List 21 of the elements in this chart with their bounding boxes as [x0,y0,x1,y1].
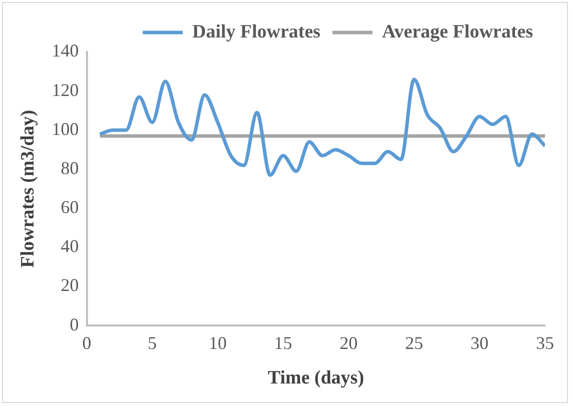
x-tick-label: 5 [148,333,157,354]
y-axis-title: Flowrates (m3/day) [17,110,38,268]
x-tick-label: 20 [340,333,358,354]
legend-label: Average Flowrates [382,21,534,42]
legend-label: Daily Flowrates [192,21,320,42]
y-tick-label: 60 [60,197,79,218]
x-tick-label: 0 [82,333,92,354]
y-tick-label: 140 [52,40,79,61]
line-series [98,78,545,177]
x-tick-label: 25 [405,333,424,354]
y-tick-label: 40 [60,236,79,256]
x-tick-label: 15 [274,333,292,354]
y-tick-label: 20 [60,275,79,296]
x-tick-label: 10 [208,333,227,354]
y-tick-label: 0 [70,314,79,334]
y-tick-label: 100 [52,118,79,139]
x-tick-label: 30 [470,333,489,354]
y-tick-label: 80 [60,158,79,178]
x-tick-label: 35 [536,333,554,354]
y-tick-label: 120 [52,80,79,100]
x-axis-title: Time (days) [268,368,364,389]
